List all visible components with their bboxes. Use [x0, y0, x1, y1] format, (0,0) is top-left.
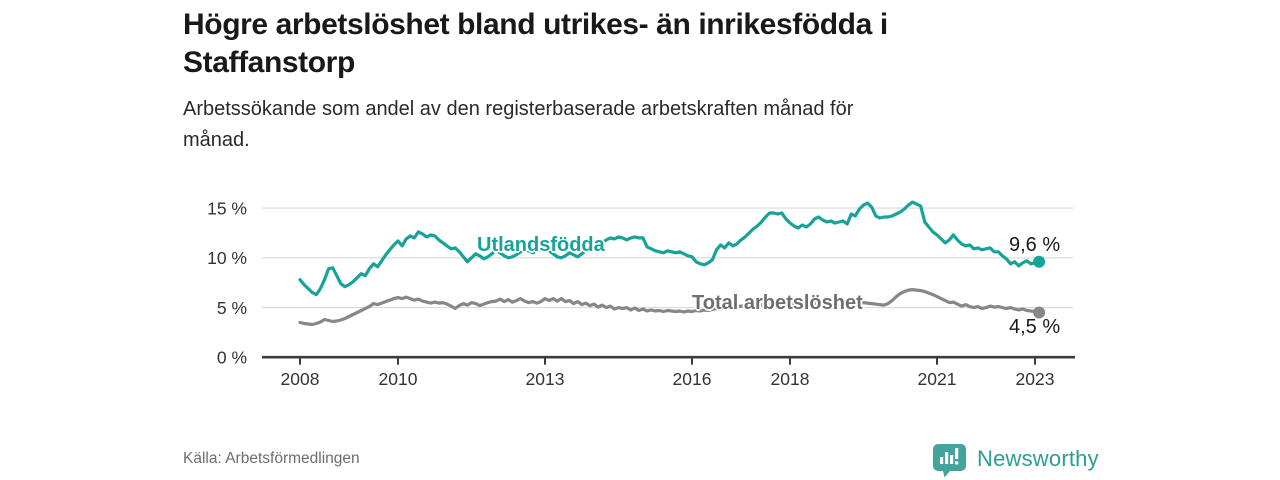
y-tick-label: 15 % [207, 198, 247, 218]
newsworthy-logo-text: Newsworthy [977, 446, 1099, 471]
series-end-dot-total [1033, 306, 1046, 319]
y-tick-label: 10 % [207, 248, 247, 268]
x-tick-label: 2016 [673, 369, 712, 389]
series-line-utlandsfodda [298, 200, 1041, 297]
page-subtitle-line2: månad. [183, 129, 250, 151]
x-tick-label: 2021 [918, 369, 957, 389]
x-tick-label: 2008 [281, 369, 320, 389]
series-end-dot-utlandsfodda [1033, 255, 1046, 268]
series-line-total [298, 288, 1041, 327]
x-tick-label: 2010 [379, 369, 418, 389]
x-tick-label: 2023 [1016, 369, 1055, 389]
end-value-label-total: 4,5 % [1009, 316, 1061, 338]
source-text: Källa: Arbetsförmedlingen [183, 450, 360, 467]
y-tick-label: 0 % [217, 348, 247, 368]
series-label-total: Total arbetslöshet [692, 292, 863, 314]
bar-chart-bars [940, 448, 959, 465]
series-label-utlandsfodda: Utlandsfödda [477, 234, 605, 256]
bar-chart-badge-icon [933, 444, 966, 478]
page-title-line1: Högre arbetslöshet bland utrikes- än inr… [183, 8, 888, 41]
x-tick-label: 2013 [526, 369, 565, 389]
end-value-label-utlandsfodda: 9,6 % [1009, 234, 1061, 256]
x-tick-label: 2018 [771, 369, 810, 389]
page-title: Högre arbetslöshet bland utrikes- än inr… [183, 6, 888, 82]
y-tick-label: 5 % [217, 298, 247, 318]
page-subtitle-line1: Arbetssökande som andel av den registerb… [183, 98, 854, 120]
newsworthy-logo[interactable]: Newsworthy [932, 443, 1099, 479]
page-title-line2: Staffanstorp [183, 46, 355, 79]
page-subtitle: Arbetssökande som andel av den registerb… [183, 94, 853, 156]
